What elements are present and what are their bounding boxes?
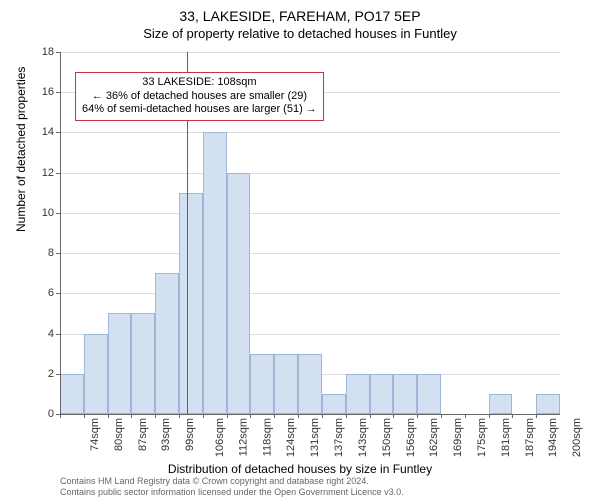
x-tick-label: 187sqm bbox=[524, 418, 536, 457]
histogram-bar bbox=[250, 354, 274, 414]
histogram-bar bbox=[393, 374, 417, 414]
histogram-bar bbox=[108, 313, 132, 414]
histogram-bar bbox=[346, 374, 370, 414]
histogram-bar bbox=[227, 173, 251, 414]
grid-line bbox=[60, 173, 560, 174]
histogram-bar bbox=[179, 193, 203, 414]
x-tick-label: 112sqm bbox=[237, 418, 249, 456]
annotation-line: ← 36% of detached houses are smaller (29… bbox=[82, 90, 317, 104]
histogram-bar bbox=[298, 354, 322, 414]
x-tick-label: 124sqm bbox=[286, 418, 298, 457]
x-tick-label: 99sqm bbox=[184, 418, 196, 451]
annotation-line: 33 LAKESIDE: 108sqm bbox=[82, 76, 317, 90]
histogram-bar bbox=[370, 374, 394, 414]
histogram-bar bbox=[489, 394, 513, 414]
y-tick-label: 6 bbox=[48, 287, 54, 299]
y-axis-label: Number of detached properties bbox=[14, 67, 28, 232]
grid-line bbox=[60, 293, 560, 294]
footer-line-2: Contains public sector information licen… bbox=[60, 487, 404, 498]
y-tick-label: 12 bbox=[42, 167, 54, 179]
x-tick-label: 93sqm bbox=[160, 418, 172, 451]
x-tick-label: 175sqm bbox=[476, 418, 488, 457]
y-tick-label: 0 bbox=[48, 408, 54, 420]
x-tick-label: 150sqm bbox=[381, 418, 393, 457]
y-tick-label: 10 bbox=[42, 207, 54, 219]
x-axis-line bbox=[60, 414, 560, 415]
annotation-line: 64% of semi-detached houses are larger (… bbox=[82, 103, 317, 117]
x-axis-label: Distribution of detached houses by size … bbox=[0, 462, 600, 476]
x-tick-label: 137sqm bbox=[333, 418, 345, 457]
x-tick-label: 156sqm bbox=[405, 418, 417, 457]
histogram-bar bbox=[536, 394, 560, 414]
chart-plot-area: 02468101214161874sqm80sqm87sqm93sqm99sqm… bbox=[60, 52, 560, 414]
footer-line-1: Contains HM Land Registry data © Crown c… bbox=[60, 476, 404, 487]
x-tick-label: 169sqm bbox=[452, 418, 464, 457]
histogram-bar bbox=[84, 334, 108, 414]
y-tick-label: 18 bbox=[42, 46, 54, 58]
x-tick-label: 118sqm bbox=[261, 418, 273, 456]
x-tick-label: 143sqm bbox=[357, 418, 369, 457]
x-tick-label: 131sqm bbox=[309, 418, 321, 457]
histogram-bar bbox=[274, 354, 298, 414]
histogram-bar bbox=[417, 374, 441, 414]
x-tick-label: 106sqm bbox=[214, 418, 226, 457]
histogram-bar bbox=[155, 273, 179, 414]
annotation-box: 33 LAKESIDE: 108sqm← 36% of detached hou… bbox=[75, 72, 324, 121]
x-tick-label: 74sqm bbox=[89, 418, 101, 451]
histogram-bar bbox=[322, 394, 346, 414]
grid-line bbox=[60, 52, 560, 53]
x-tick-label: 181sqm bbox=[500, 418, 512, 457]
x-tick-label: 80sqm bbox=[113, 418, 125, 451]
y-tick-label: 2 bbox=[48, 368, 54, 380]
x-tick-label: 194sqm bbox=[548, 418, 560, 457]
x-tick-label: 162sqm bbox=[428, 418, 440, 457]
x-tick-label: 87sqm bbox=[137, 418, 149, 451]
footer-attribution: Contains HM Land Registry data © Crown c… bbox=[60, 476, 404, 498]
x-tick-label: 200sqm bbox=[571, 418, 583, 457]
histogram-bar bbox=[131, 313, 155, 414]
grid-line bbox=[60, 213, 560, 214]
y-tick-label: 8 bbox=[48, 247, 54, 259]
y-axis-line bbox=[60, 52, 61, 414]
y-tick-label: 16 bbox=[42, 86, 54, 98]
grid-line bbox=[60, 253, 560, 254]
grid-line bbox=[60, 132, 560, 133]
y-tick-label: 14 bbox=[42, 126, 54, 138]
histogram-bar bbox=[203, 132, 227, 414]
histogram-bar bbox=[60, 374, 84, 414]
y-tick-label: 4 bbox=[48, 328, 54, 340]
title-line-2: Size of property relative to detached ho… bbox=[0, 26, 600, 41]
title-line-1: 33, LAKESIDE, FAREHAM, PO17 5EP bbox=[0, 8, 600, 24]
